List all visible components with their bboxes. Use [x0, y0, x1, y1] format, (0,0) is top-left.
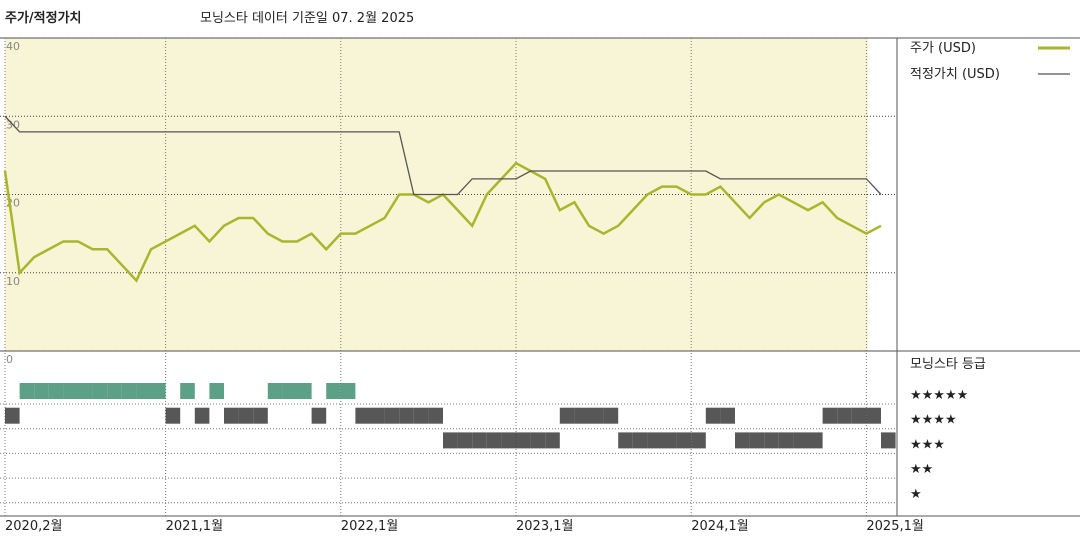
y-tick-label: 40 [6, 40, 20, 53]
x-tick-label: 2020,2월 [5, 519, 62, 534]
rating-mark [165, 407, 181, 424]
rating-mark [282, 383, 297, 399]
rating-mark [413, 407, 429, 424]
rating-mark [194, 407, 210, 424]
rating-title: 모닝스타 등급 [910, 357, 986, 372]
rating-mark [808, 432, 823, 449]
rating-level-label: ★★★★★ [910, 388, 968, 403]
rating-mark [297, 383, 312, 399]
rating-mark [837, 407, 852, 424]
rating-level-label: ★★★ [910, 437, 945, 452]
legend-label: 적정가치 (USD) [910, 67, 1000, 82]
rating-mark [545, 432, 560, 449]
rating-mark [676, 432, 692, 449]
rating-mark [253, 407, 268, 424]
rating-mark [735, 432, 750, 449]
rating-level-label: ★ [910, 487, 922, 502]
rating-mark [107, 383, 122, 399]
rating-mark [92, 383, 108, 399]
rating-level-label: ★★ [910, 462, 933, 477]
rating-mark [48, 383, 64, 399]
rating-mark [881, 432, 896, 449]
rating-mark [720, 407, 735, 424]
rating-mark [472, 432, 487, 449]
rating-mark [34, 383, 49, 399]
rating-mark [78, 383, 93, 399]
x-tick-label: 2021,1월 [166, 519, 223, 534]
rating-mark [559, 407, 575, 424]
rating-mark [224, 407, 239, 424]
rating-mark [574, 407, 589, 424]
rating-mark [443, 432, 458, 449]
rating-mark [180, 383, 195, 399]
rating-mark [851, 407, 867, 424]
rating-mark [705, 407, 721, 424]
rating-mark [632, 432, 648, 449]
rating-mark [822, 407, 838, 424]
series-line [4, 115, 882, 196]
x-tick-label: 2024,1월 [691, 519, 748, 534]
chart-subtitle: 모닝스타 데이터 기준일 07. 2월 2025 [200, 11, 414, 26]
rating-mark [399, 407, 414, 424]
rating-mark [603, 407, 619, 424]
rating-mark [530, 432, 546, 449]
rating-mark [136, 383, 151, 399]
rating-mark [238, 407, 254, 424]
rating-mark [501, 432, 516, 449]
rating-mark [691, 432, 706, 449]
rating-mark [866, 407, 881, 424]
rating-mark [151, 383, 166, 399]
y-tick-label: 0 [6, 353, 13, 366]
rating-mark [326, 383, 341, 399]
rating-mark [589, 407, 604, 424]
rating-mark [384, 407, 400, 424]
rating-level-label: ★★★★ [910, 413, 957, 428]
rating-mark [486, 432, 502, 449]
chart-title: 주가/적정가치 [5, 10, 82, 26]
rating-mark [5, 407, 20, 424]
rating-mark [778, 432, 794, 449]
y-tick-label: 10 [6, 275, 20, 288]
x-tick-label: 2023,1월 [516, 519, 573, 534]
rating-mark [516, 432, 531, 449]
rating-mark [428, 407, 443, 424]
rating-mark [647, 432, 662, 449]
rating-mark [267, 383, 283, 399]
rating-mark [662, 432, 677, 449]
rating-mark [355, 407, 370, 424]
rating-mark [63, 383, 78, 399]
rating-mark [340, 383, 356, 399]
rating-mark [749, 432, 765, 449]
rating-mark [209, 383, 224, 399]
rating-mark [793, 432, 808, 449]
rating-mark [764, 432, 779, 449]
rating-mark [121, 383, 137, 399]
rating-mark [618, 432, 633, 449]
x-tick-label: 2025,1월 [866, 519, 923, 534]
rating-mark [370, 407, 385, 424]
rating-mark [311, 407, 327, 424]
rating-mark [19, 383, 35, 399]
x-tick-label: 2022,1월 [341, 519, 398, 534]
rating-mark [457, 432, 473, 449]
legend-label: 주가 (USD) [910, 41, 976, 56]
